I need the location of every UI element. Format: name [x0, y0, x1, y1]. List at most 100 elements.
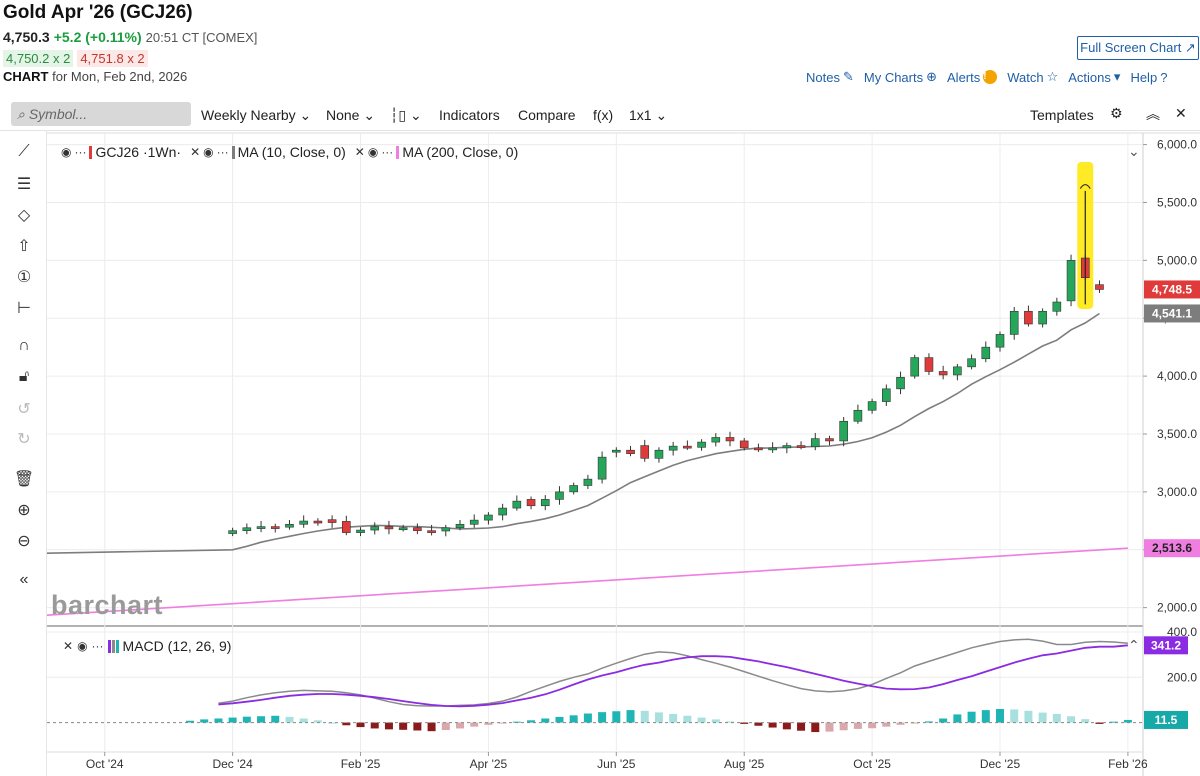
- candle: [1038, 310, 1047, 325]
- candle: [498, 507, 507, 516]
- x-tick-label: Oct '25: [853, 757, 891, 771]
- macd-histogram-bar: [1067, 716, 1076, 723]
- remove-icon[interactable]: ✕: [190, 145, 201, 159]
- bid-quote: 4,750.2 x 2: [3, 50, 74, 67]
- remove-icon[interactable]: ✕: [354, 145, 365, 159]
- macd-histogram-bar: [797, 722, 806, 731]
- my-charts-link[interactable]: My Charts ⊕: [863, 69, 938, 85]
- macd-histogram-bar: [924, 721, 933, 723]
- undo-icon[interactable]: ↺: [17, 401, 31, 418]
- fibonacci-tool-icon[interactable]: ☰: [16, 176, 32, 193]
- visibility-icon[interactable]: ◉: [61, 145, 72, 159]
- macd-histogram-bar: [697, 717, 706, 723]
- macd-histogram-bar: [654, 712, 663, 723]
- candle: [1009, 310, 1019, 335]
- x-tick-label: Oct '24: [86, 757, 124, 771]
- zoom-in-icon[interactable]: ⊕: [17, 502, 31, 519]
- y-tick-label: 5,000.0: [1157, 253, 1197, 267]
- visibility-icon[interactable]: ◉: [77, 639, 88, 653]
- layout-dropdown[interactable]: 1x1 ⌄: [629, 107, 668, 123]
- candle: [739, 440, 749, 449]
- y-tick-label: 5,500.0: [1157, 195, 1197, 209]
- trash-icon[interactable]: 🗑︎: [13, 471, 35, 488]
- indicators-button[interactable]: Indicators: [439, 107, 500, 123]
- macd-y-label: 400.0: [1167, 625, 1197, 639]
- more-icon[interactable]: ···: [91, 639, 104, 653]
- help-link[interactable]: Help?: [1130, 69, 1168, 85]
- lock-icon[interactable]: 🔓︎: [18, 368, 30, 385]
- chart-type-dropdown[interactable]: ┆▯ ⌄: [390, 107, 422, 123]
- zoom-out-icon[interactable]: ⊖: [17, 533, 31, 550]
- macd-collapse-icon[interactable]: ⌃: [1128, 637, 1140, 653]
- more-icon[interactable]: ···: [74, 145, 87, 159]
- redo-icon[interactable]: ↻: [17, 431, 31, 448]
- ma10-swatch: [231, 145, 235, 159]
- legend-collapse-icon[interactable]: ⌄: [1128, 143, 1140, 159]
- candle: [626, 449, 635, 454]
- shape-tool-icon[interactable]: ◇: [17, 207, 31, 224]
- collapse-sidebar-icon[interactable]: «: [19, 571, 29, 588]
- symbol-input[interactable]: ⌕ Symbol...: [11, 102, 191, 126]
- arrow-tool-icon[interactable]: ⇧: [17, 238, 31, 255]
- candle: [768, 447, 777, 451]
- symbol-swatch: [89, 145, 93, 159]
- templates-button[interactable]: Templates: [1030, 107, 1094, 123]
- macd-histogram-bar: [896, 722, 905, 725]
- candle: [327, 519, 337, 523]
- macd-histogram-bar: [583, 713, 592, 723]
- macd-histogram-bar: [470, 722, 479, 727]
- macd-histogram-bar: [456, 722, 464, 729]
- macd-histogram-bar: [427, 722, 436, 732]
- compare-mode-dropdown[interactable]: None ⌄: [326, 107, 376, 123]
- full-screen-chart-button[interactable]: Full Screen Chart ↗: [1077, 36, 1199, 60]
- macd-histogram-bar: [399, 722, 408, 730]
- trendline-tool-icon[interactable]: ⟋: [18, 143, 30, 160]
- candle: [938, 371, 948, 376]
- candle: [228, 530, 237, 534]
- settings-icon[interactable]: ⚙: [1110, 105, 1123, 121]
- candle: [1052, 301, 1062, 312]
- candle: [825, 438, 834, 442]
- compare-button[interactable]: Compare: [518, 107, 576, 123]
- period-dropdown[interactable]: Weekly Nearby ⌄: [201, 107, 312, 123]
- highlight-marker: [1077, 161, 1094, 309]
- more-icon[interactable]: ···: [216, 145, 229, 159]
- candle: [484, 514, 493, 521]
- candle: [441, 527, 451, 532]
- alerts-link[interactable]: Alerts!: [947, 69, 998, 85]
- macd-histogram-bar: [527, 720, 536, 723]
- ma10-last-tag: [1144, 304, 1200, 323]
- candle: [867, 401, 877, 411]
- annotation-tool-icon[interactable]: ①: [16, 269, 32, 286]
- more-icon[interactable]: ···: [381, 145, 394, 159]
- macd-histogram-bar: [512, 721, 521, 723]
- candle: [370, 526, 380, 531]
- search-icon: ⌕: [17, 106, 25, 122]
- notes-link[interactable]: Notes ✎: [806, 69, 854, 85]
- visibility-icon[interactable]: ◉: [203, 145, 214, 159]
- fx-button[interactable]: f(x): [593, 107, 614, 123]
- measure-tool-icon[interactable]: ⊢: [17, 300, 31, 317]
- candle: [782, 445, 792, 449]
- chart-label: CHART: [3, 69, 49, 84]
- remove-icon[interactable]: ✕: [63, 639, 74, 653]
- macd-histogram-bar: [271, 715, 280, 723]
- macd-histogram-bar: [1038, 712, 1047, 723]
- candle: [285, 523, 294, 528]
- magnet-icon[interactable]: ∩: [18, 337, 30, 354]
- actions-menu[interactable]: Actions ▾: [1068, 69, 1121, 85]
- macd-histogram-bar: [1052, 713, 1061, 723]
- candle: [356, 529, 365, 533]
- close-icon[interactable]: ✕: [1175, 105, 1187, 121]
- candle: [810, 438, 820, 448]
- candle: [555, 491, 564, 500]
- legend-symbol: GCJ26 ·1Wn·: [95, 144, 182, 160]
- collapse-icon[interactable]: ︽: [1146, 106, 1160, 122]
- macd-legend: ✕ ◉ ··· MACD (12, 26, 9): [63, 638, 231, 654]
- candle: [398, 527, 408, 531]
- candle: [540, 499, 550, 507]
- watch-link[interactable]: Watch ☆: [1007, 69, 1059, 85]
- macd-histogram-bar: [214, 718, 223, 723]
- macd-histogram-bar: [740, 722, 749, 724]
- visibility-icon[interactable]: ◉: [367, 145, 379, 159]
